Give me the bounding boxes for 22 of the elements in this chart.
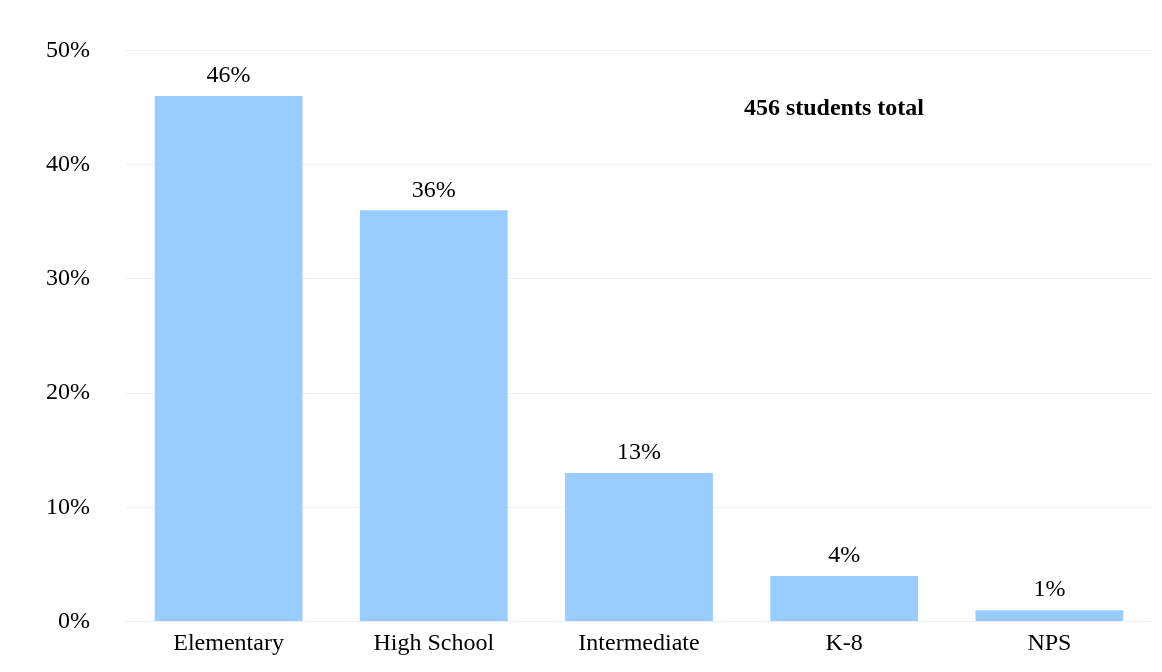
y-tick-label: 10%	[45, 492, 90, 519]
bar	[359, 210, 508, 622]
bar	[770, 575, 919, 622]
data-label: 46%	[206, 61, 251, 88]
x-tick-label: Intermediate	[578, 629, 700, 656]
y-tick-label: 0%	[57, 606, 90, 633]
data-label: 36%	[411, 175, 456, 202]
data-label: 1%	[1033, 575, 1066, 602]
data-label: 4%	[828, 541, 861, 568]
y-tick-label: 30%	[45, 264, 90, 291]
bar	[565, 473, 713, 622]
x-tick-label: NPS	[1027, 629, 1072, 656]
x-tick-label: K-8	[825, 629, 863, 656]
bar	[975, 610, 1124, 622]
x-tick-label: Elementary	[173, 629, 284, 656]
x-tick-label: High School	[373, 629, 495, 656]
data-label: 13%	[617, 438, 661, 465]
y-tick-label: 50%	[45, 35, 90, 62]
bar	[154, 96, 303, 622]
y-tick-label: 20%	[45, 378, 90, 405]
y-tick-label: 40%	[45, 149, 90, 176]
annotation: 456 students total	[743, 93, 925, 120]
